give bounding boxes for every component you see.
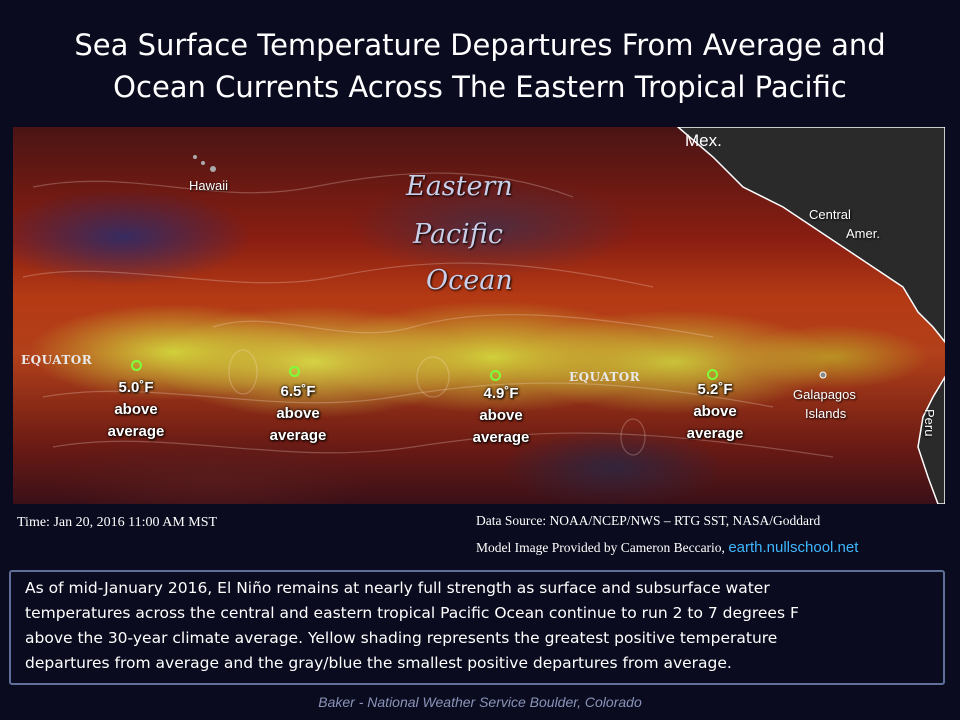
description-line: departures from average and the gray/blu… <box>25 654 732 672</box>
data-source: Data Source: NOAA/NCEP/NWS – RTG SST, NA… <box>476 513 821 528</box>
description-line: temperatures across the central and east… <box>25 604 799 622</box>
departure-label-2: 6.5˚F above average <box>262 381 334 447</box>
image-credit-text: Model Image Provided by Cameron Beccario… <box>476 540 725 555</box>
ocean-label-line-2: Pacific <box>413 219 503 250</box>
buoy-marker-1 <box>131 360 142 371</box>
departure-text: average <box>269 427 327 444</box>
hawaii-label: Hawaii <box>189 178 229 193</box>
equator-label-west: EQUATOR <box>21 353 93 367</box>
departure-value: 6.5˚F <box>280 383 316 400</box>
departure-label-4: 5.2˚F above average <box>679 379 751 445</box>
departure-text: above <box>114 401 158 418</box>
title-line-2: Ocean Currents Across The Eastern Tropic… <box>113 70 847 104</box>
departure-value: 5.0˚F <box>118 379 154 396</box>
departure-text: above <box>479 407 523 424</box>
ocean-label-line-3: Ocean <box>426 265 513 296</box>
departure-value: 4.9˚F <box>483 385 519 402</box>
time-stamp: Time: Jan 20, 2016 11:00 AM MST <box>17 515 218 530</box>
footer-credit: Baker - National Weather Service Boulder… <box>318 694 642 710</box>
sst-map: Eastern Pacific Ocean Hawaii Mex. Centra… <box>13 127 945 504</box>
departure-label-1: 5.0˚F above average <box>101 377 171 443</box>
peru-label: Peru <box>922 409 937 437</box>
departure-value: 5.2˚F <box>697 381 733 398</box>
earth-nullschool-link[interactable]: earth.nullschool.net <box>728 539 859 556</box>
title-line-1: Sea Surface Temperature Departures From … <box>74 28 886 62</box>
image-credit: Model Image Provided by Cameron Beccario… <box>476 539 858 556</box>
description-box: As of mid-January 2016, El Niño remains … <box>9 570 945 685</box>
departure-text: above <box>276 405 320 422</box>
buoy-marker-3 <box>490 370 501 381</box>
mexico-label: Mex. <box>685 131 722 150</box>
description-line: above the 30-year climate average. Yello… <box>25 629 778 647</box>
equator-label-east: EQUATOR <box>569 370 641 384</box>
departure-text: average <box>107 423 165 440</box>
slide-title: Sea Surface Temperature Departures From … <box>0 24 960 108</box>
departure-text: average <box>472 429 530 446</box>
departure-label-3: 4.9˚F above average <box>466 383 536 449</box>
description-line: As of mid-January 2016, El Niño remains … <box>25 579 770 597</box>
galapagos-label-1: Galapagos <box>793 387 856 402</box>
departure-text: average <box>686 425 744 442</box>
central-america-label-1: Central <box>809 207 851 222</box>
central-america-label-2: Amer. <box>846 226 880 241</box>
buoy-marker-2 <box>289 366 300 377</box>
buoy-marker-4 <box>707 369 718 380</box>
departure-text: above <box>693 403 737 420</box>
map-overlay <box>22 127 945 504</box>
ocean-label-line-1: Eastern <box>406 171 513 202</box>
galapagos-label-2: Islands <box>805 406 847 421</box>
